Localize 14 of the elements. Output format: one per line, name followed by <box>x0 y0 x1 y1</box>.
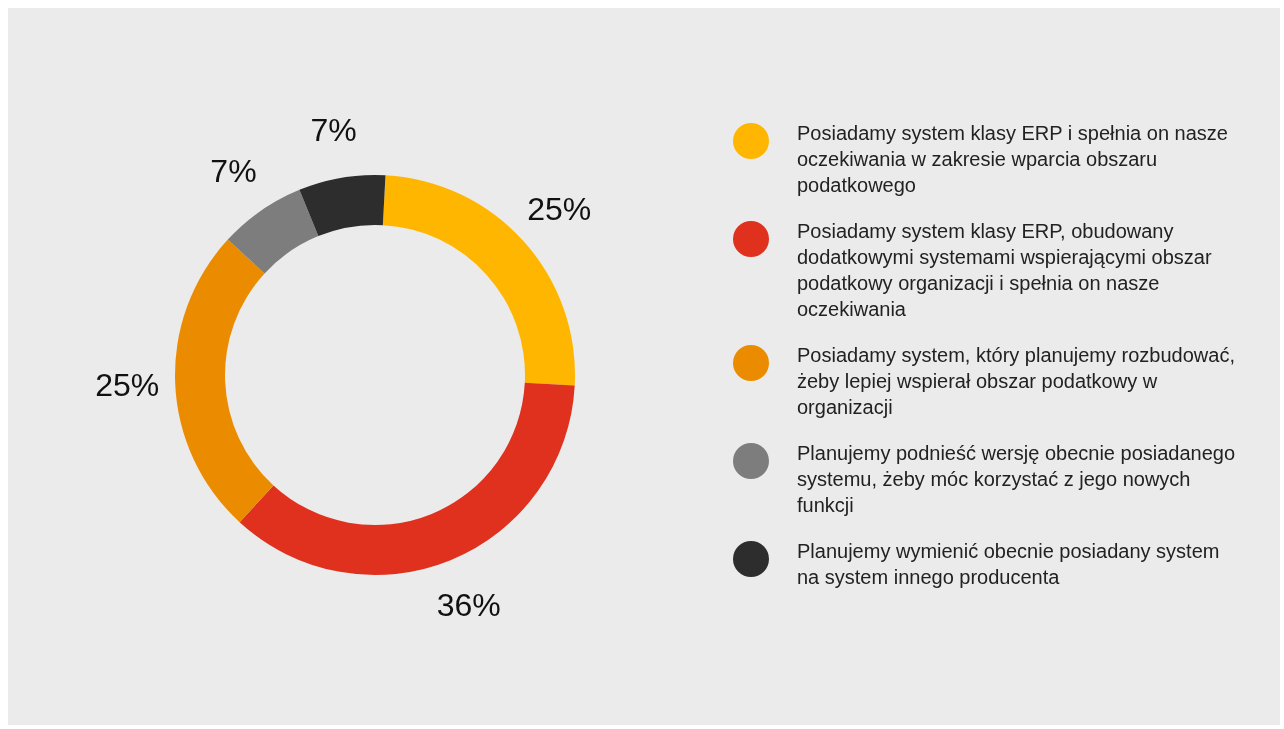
donut-slice <box>175 239 274 523</box>
legend-label: Posiadamy system, który planujemy rozbudować, żeby lepiej wspierał obszar podatkowy w organizacji <box>797 343 1236 420</box>
data-label: 25% <box>527 191 592 228</box>
data-label: 36% <box>436 586 501 623</box>
donut-slice <box>299 175 386 237</box>
legend-label: Posiadamy system klasy ERP, obudowany dodatkowymi systemami wspierającymi obszar podatkowy organizacji i spełnia on nasze oczekiwania <box>797 219 1213 322</box>
legend-label: Posiadamy system klasy ERP i spełnia on nasze oczekiwania w zakresie wparcia obszaru podatkowego <box>797 121 1229 198</box>
donut-slice <box>239 382 575 575</box>
donut-slice <box>227 189 319 274</box>
legend-label: Planujemy wymienić obecnie posiadany system na system innego producenta <box>797 539 1221 590</box>
data-label: 7% <box>310 112 357 149</box>
legend-label: Planujemy podnieść wersję obecnie posiadanego systemu, żeby móc korzystać z jego nowych funkcji <box>797 441 1237 518</box>
data-label: 7% <box>210 153 257 190</box>
data-label: 25% <box>95 367 160 404</box>
